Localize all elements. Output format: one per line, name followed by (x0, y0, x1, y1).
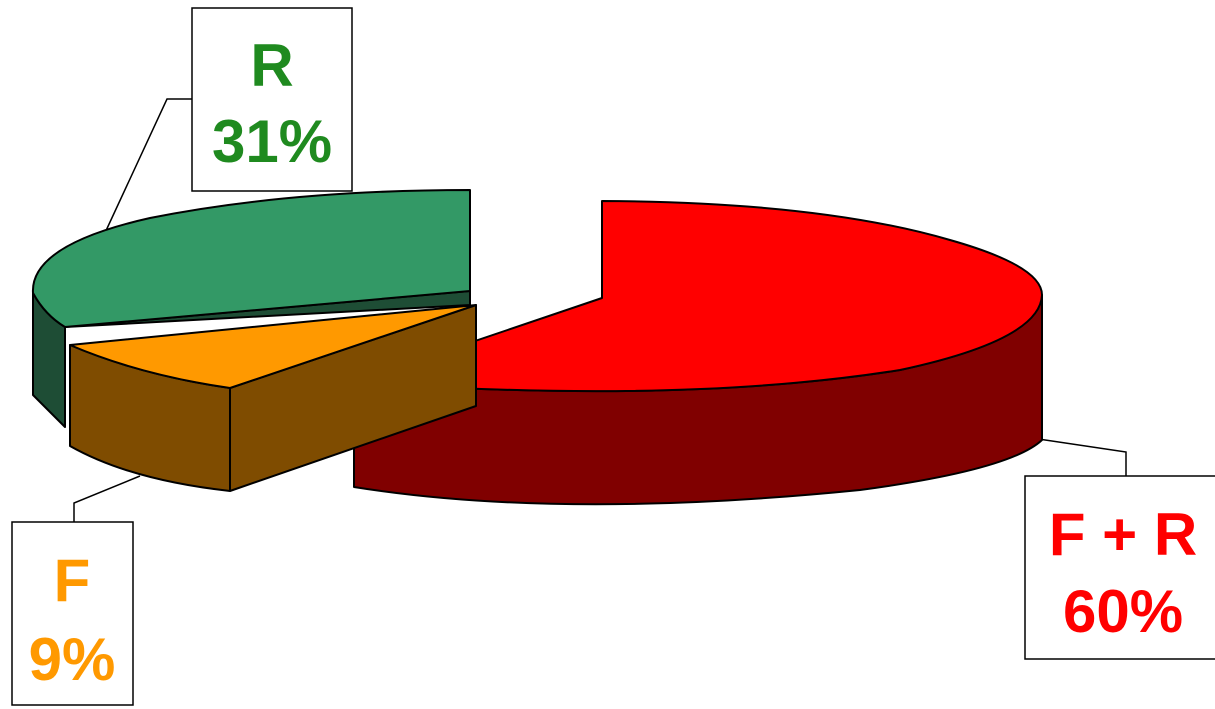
label-box-fr-frame (1024, 475, 1215, 660)
slice-r (31, 189, 471, 428)
label-fr-name: F + R (1049, 501, 1197, 568)
slice-f-plus-r-top (353, 200, 1043, 393)
label-box-r-frame (191, 7, 353, 192)
label-f-name: F (54, 547, 91, 614)
slice-f-plus-r (353, 200, 1043, 506)
label-f-value: 9% (29, 626, 116, 693)
label-box-f: F 9% (11, 521, 134, 706)
leader-lines (73, 98, 1127, 522)
slice-r-top (31, 189, 471, 328)
label-box-r: R 31% (191, 7, 353, 192)
label-r-value: 31% (212, 108, 332, 175)
label-r-name: R (250, 32, 293, 99)
slice-f (69, 304, 477, 492)
leader-line-r (103, 98, 192, 236)
leader-line-f (73, 475, 141, 522)
label-box-f-frame (11, 521, 134, 706)
leader-line-fr (1024, 436, 1127, 476)
label-fr-value: 60% (1063, 578, 1183, 645)
label-box-fr: F + R 60% (1024, 475, 1215, 660)
slice-f-top (69, 304, 477, 389)
